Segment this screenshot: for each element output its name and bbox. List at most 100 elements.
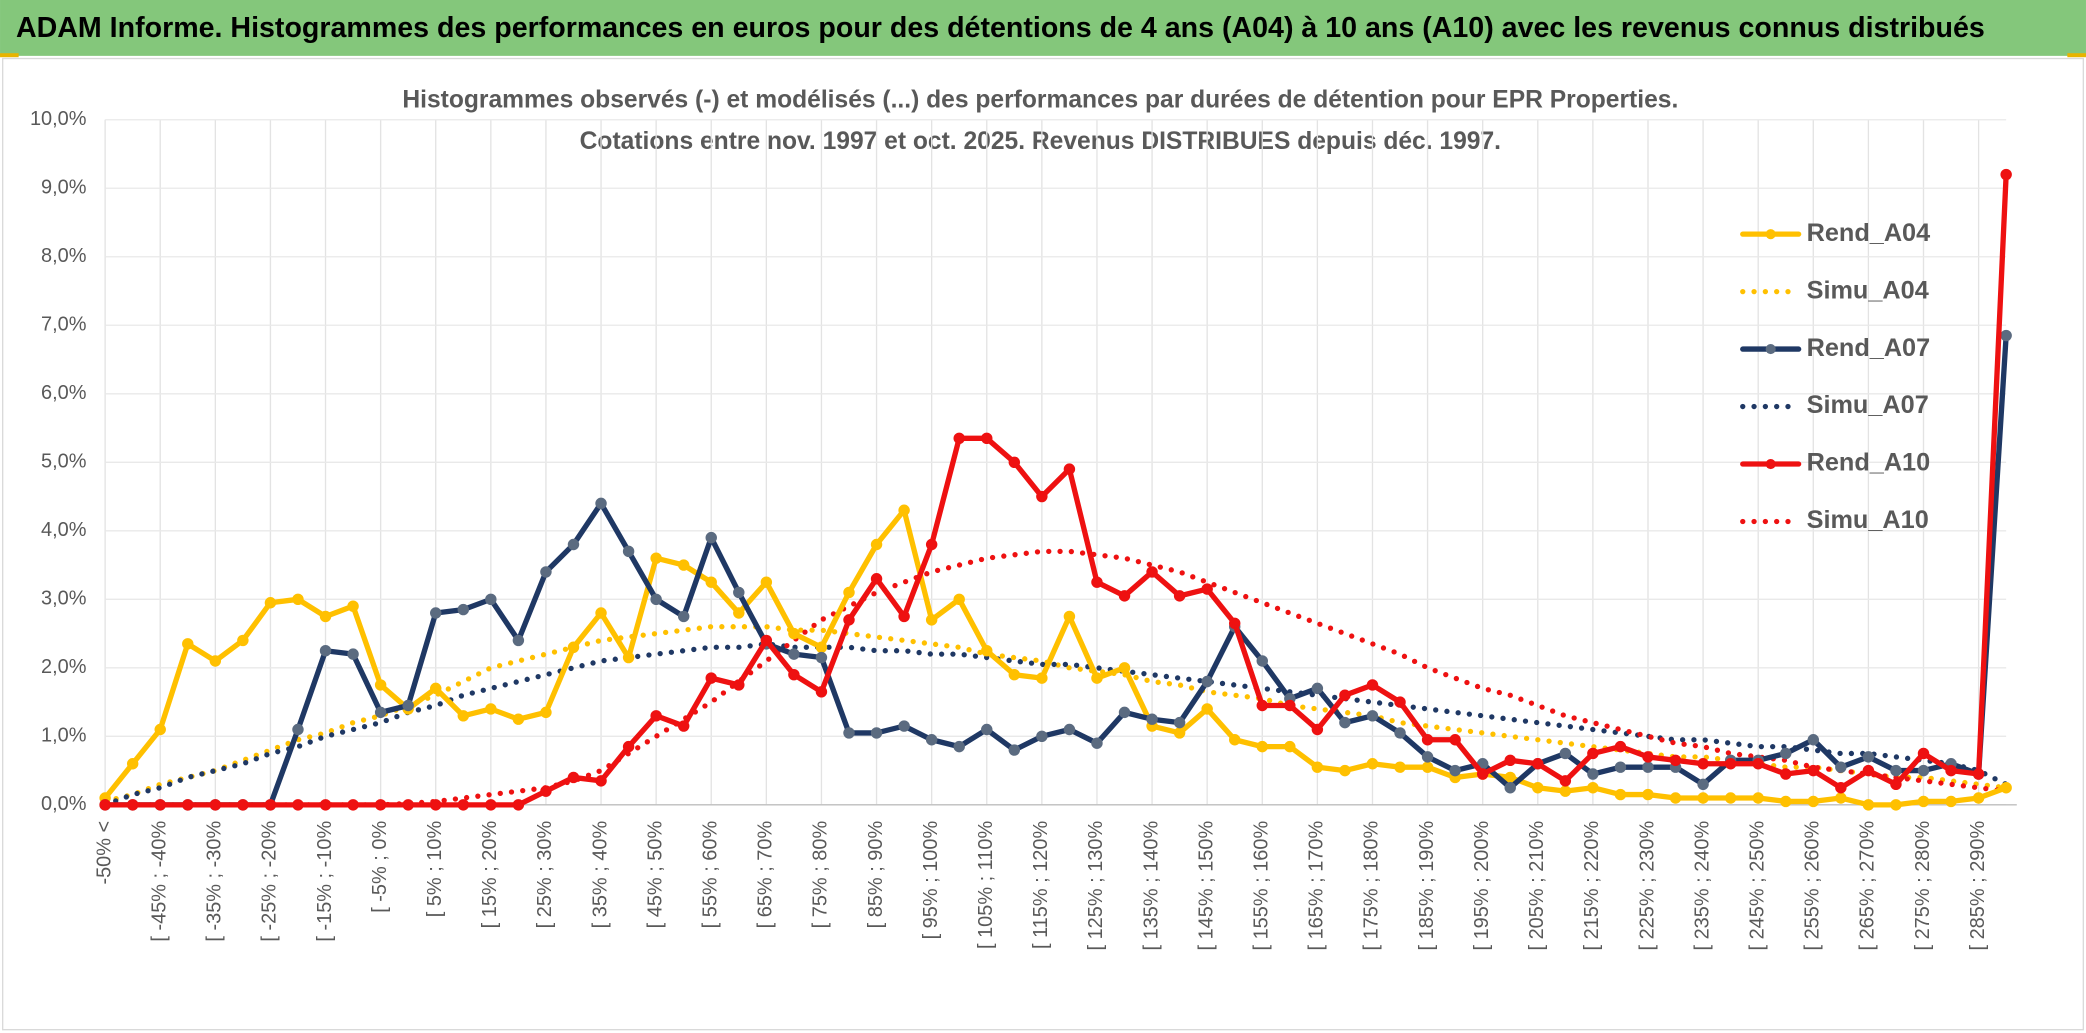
marker <box>953 740 965 753</box>
x-tick-label: [ 225% ; 230% <box>1636 821 1658 951</box>
marker <box>1780 768 1792 780</box>
marker <box>1201 703 1213 715</box>
marker <box>733 679 745 691</box>
y-tick-label: 0,0% <box>41 793 87 815</box>
marker <box>1945 764 1957 777</box>
y-tick-label: 6,0% <box>41 382 87 404</box>
marker <box>1339 689 1351 701</box>
y-tick-label: 10,0% <box>30 108 87 130</box>
series-rend-a10 <box>102 171 2009 808</box>
marker <box>1394 761 1406 773</box>
marker <box>430 682 442 695</box>
marker <box>209 799 222 811</box>
marker <box>154 723 166 736</box>
marker <box>1559 785 1572 797</box>
marker <box>1835 792 1847 804</box>
x-tick-label: [ 145% ; 150% <box>1195 821 1217 951</box>
marker <box>595 775 607 787</box>
marker <box>870 727 883 739</box>
x-tick-label: [ 165% ; 170% <box>1306 821 1328 951</box>
marker <box>1284 699 1296 712</box>
marker <box>237 634 249 647</box>
marker <box>1972 792 1985 804</box>
x-tick-label: [ 245% ; 250% <box>1746 821 1768 951</box>
marker <box>1917 747 1930 760</box>
marker <box>99 799 111 811</box>
marker <box>981 432 993 445</box>
marker <box>1504 771 1516 784</box>
chart-title: Histogrammes observés (-) et modélisés (… <box>402 87 1678 114</box>
x-tick-label: [ 255% ; 260% <box>1802 821 1824 951</box>
marker <box>1807 734 1820 746</box>
legend-marker <box>1765 229 1776 240</box>
marker <box>402 699 414 712</box>
marker <box>1669 754 1682 767</box>
series-rend-a04 <box>102 507 2009 808</box>
marker <box>319 644 332 657</box>
marker <box>760 576 773 588</box>
marker <box>540 785 552 797</box>
marker <box>1614 761 1627 773</box>
marker <box>1091 576 1103 588</box>
marker <box>760 634 773 647</box>
marker <box>567 771 580 784</box>
x-tick-label: [ 265% ; 270% <box>1857 821 1879 951</box>
marker <box>540 706 552 719</box>
series-rend-a07 <box>102 332 2009 808</box>
marker <box>677 720 690 732</box>
marker <box>953 593 965 606</box>
marker <box>347 600 359 612</box>
marker <box>154 799 166 811</box>
marker <box>485 703 497 715</box>
marker <box>1118 662 1131 674</box>
x-tick-label: [ 185% ; 190% <box>1416 821 1438 951</box>
marker <box>1614 740 1627 753</box>
marker <box>1118 706 1131 719</box>
x-tick-label: [ 135% ; 140% <box>1140 821 1162 951</box>
y-tick-label: 5,0% <box>41 451 87 473</box>
marker <box>1008 456 1021 469</box>
marker <box>512 634 525 647</box>
marker <box>1587 782 1599 794</box>
chart-frame <box>2 57 2084 1031</box>
marker <box>622 651 635 664</box>
marker <box>815 641 828 653</box>
marker <box>1063 610 1076 623</box>
x-tick-label: [ 55% ; 60% <box>700 821 722 929</box>
marker <box>705 531 717 544</box>
y-tick-label: 9,0% <box>41 177 87 199</box>
marker <box>512 799 525 811</box>
marker <box>2000 329 2012 342</box>
marker <box>1256 740 1268 753</box>
marker <box>870 538 883 551</box>
marker <box>1366 758 1379 770</box>
marker <box>1890 764 1902 777</box>
marker <box>485 593 497 606</box>
marker <box>1146 713 1158 725</box>
legend-label: Simu_A07 <box>1807 391 1929 419</box>
marker <box>126 758 139 770</box>
marker <box>1421 734 1434 746</box>
page-title: ADAM Informe. Histogrammes des performan… <box>16 12 1985 44</box>
y-tick-label: 4,0% <box>41 519 87 541</box>
marker <box>815 686 828 698</box>
marker <box>1504 782 1516 794</box>
y-tick-label: 8,0% <box>41 245 87 267</box>
marker <box>1173 716 1186 729</box>
marker <box>430 799 442 811</box>
marker <box>1780 747 1792 760</box>
marker <box>1890 778 1902 791</box>
marker <box>595 497 607 510</box>
marker <box>347 648 359 660</box>
marker <box>1697 758 1709 770</box>
marker <box>733 607 745 619</box>
marker <box>1146 566 1158 578</box>
marker <box>1835 782 1847 794</box>
marker <box>1669 792 1682 804</box>
marker <box>788 648 800 660</box>
marker <box>1008 744 1021 756</box>
marker <box>953 432 965 445</box>
x-tick-label: [ 45% ; 50% <box>644 821 666 929</box>
legend-marker <box>1765 344 1776 355</box>
marker <box>1476 768 1489 780</box>
